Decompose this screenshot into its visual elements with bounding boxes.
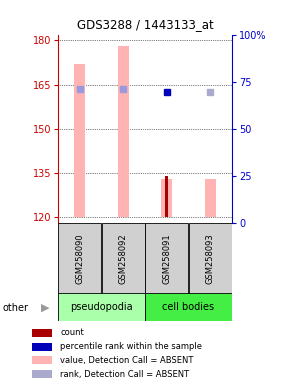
Bar	[32, 329, 52, 337]
Bar	[118, 46, 129, 217]
Text: GSM258093: GSM258093	[206, 233, 215, 284]
Text: pseudopodia: pseudopodia	[70, 302, 133, 312]
Bar	[58, 223, 102, 294]
Text: GSM258090: GSM258090	[75, 233, 84, 283]
Text: count: count	[60, 328, 84, 338]
Bar	[32, 356, 52, 364]
Text: GDS3288 / 1443133_at: GDS3288 / 1443133_at	[77, 18, 213, 31]
Bar	[145, 293, 232, 321]
Text: other: other	[3, 303, 29, 313]
Bar	[102, 223, 145, 294]
Bar	[32, 343, 52, 351]
Bar	[165, 176, 168, 217]
Text: cell bodies: cell bodies	[162, 302, 215, 312]
Bar	[145, 223, 188, 294]
Bar	[58, 293, 145, 321]
Text: GSM258092: GSM258092	[119, 233, 128, 283]
Bar	[74, 64, 85, 217]
Text: rank, Detection Call = ABSENT: rank, Detection Call = ABSENT	[60, 369, 189, 379]
Bar	[188, 223, 232, 294]
Bar	[161, 179, 172, 217]
Bar	[205, 179, 216, 217]
Text: GSM258091: GSM258091	[162, 233, 171, 283]
Bar	[32, 370, 52, 378]
Text: ▶: ▶	[41, 303, 49, 313]
Text: value, Detection Call = ABSENT: value, Detection Call = ABSENT	[60, 356, 194, 365]
Text: percentile rank within the sample: percentile rank within the sample	[60, 342, 202, 351]
